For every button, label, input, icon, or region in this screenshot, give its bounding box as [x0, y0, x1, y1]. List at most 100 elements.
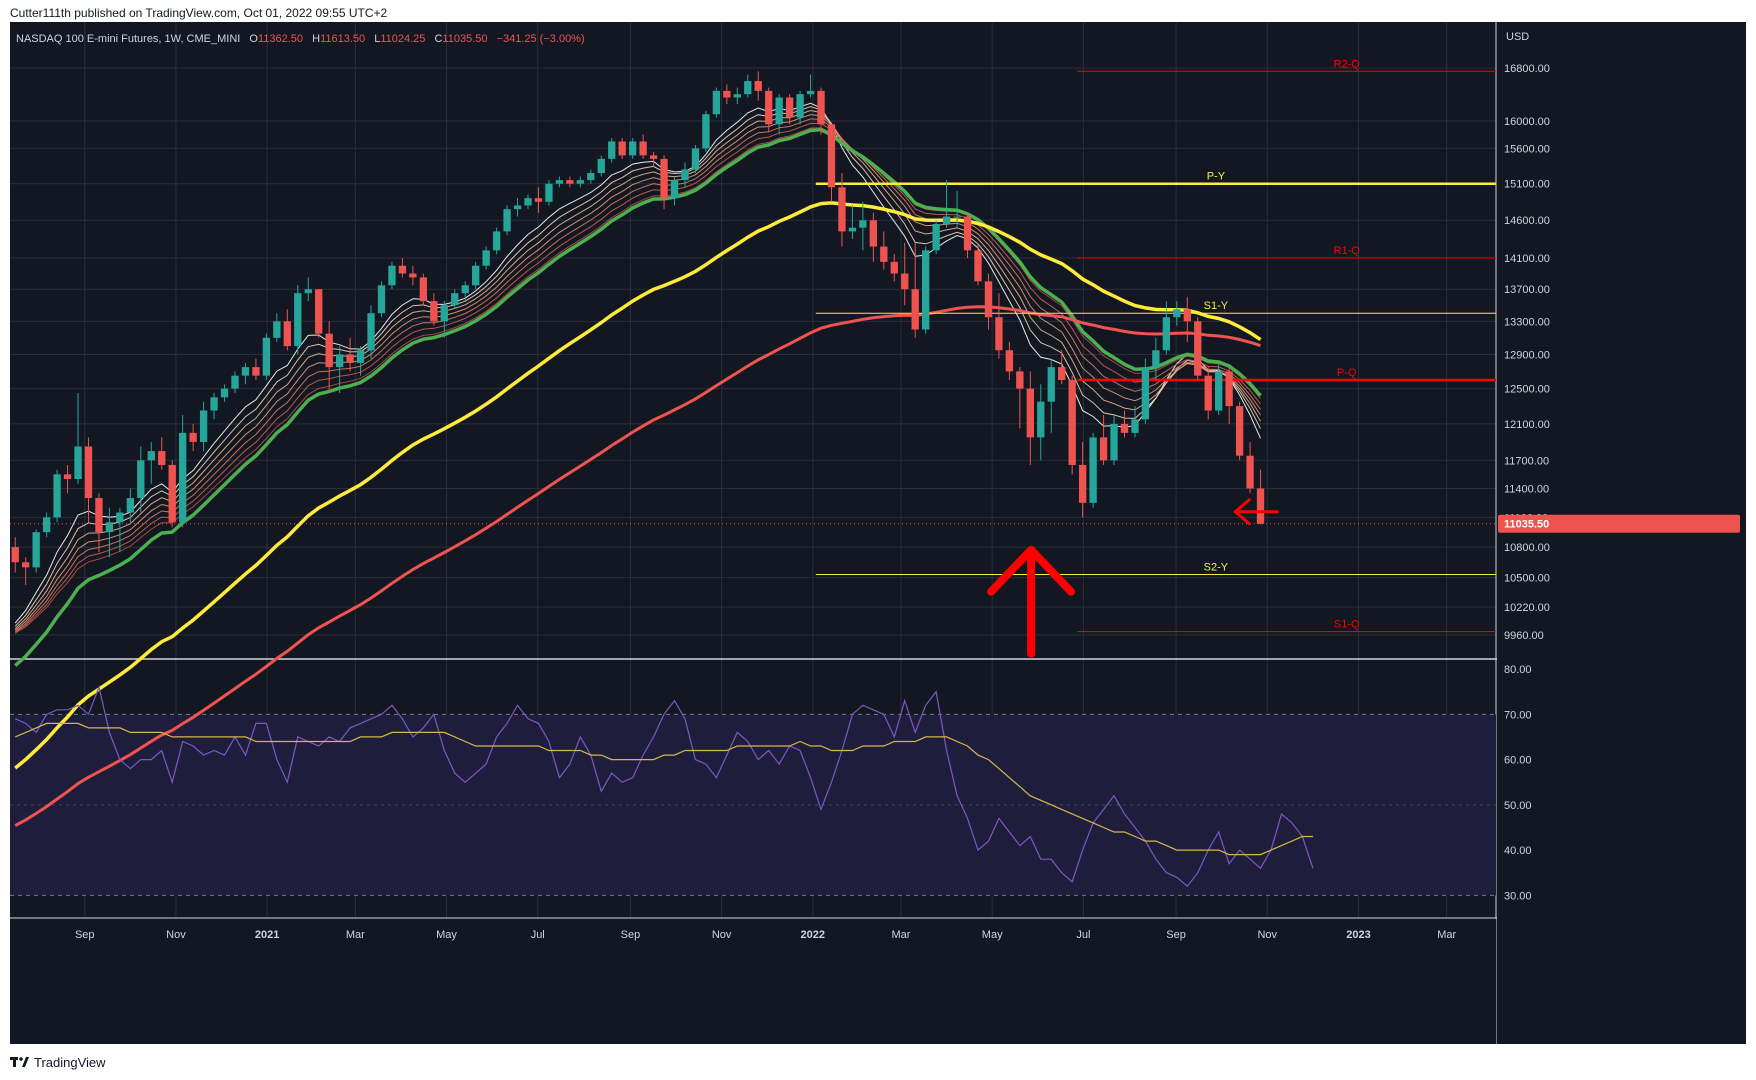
- candle-body: [817, 90, 825, 125]
- candle-body: [199, 410, 208, 442]
- time-tick-label: Sep: [621, 929, 641, 941]
- ribbon-ema-line: [14, 127, 1261, 634]
- candle-body: [922, 250, 930, 330]
- candle-body: [42, 517, 51, 533]
- candle-body: [440, 305, 448, 322]
- legend-h-label: H: [312, 33, 320, 45]
- candle-body: [126, 498, 135, 513]
- candle-body: [1099, 437, 1108, 461]
- annotations: [987, 498, 1279, 658]
- price-tick-label: 13700.00: [1504, 284, 1550, 296]
- candle-body: [398, 265, 407, 274]
- candle-body: [1173, 309, 1181, 318]
- candle-body: [754, 81, 762, 91]
- candle-body: [472, 265, 480, 286]
- candle-body: [628, 141, 637, 156]
- legend-high: 11613.50: [320, 33, 365, 45]
- candle-body: [608, 141, 616, 159]
- price-tick-label: 15100.00: [1504, 179, 1550, 191]
- chart-area[interactable]: R2-Q P-Y R1-Q S1-Y P-Q S2-Y S1-Q USD 16800.00 16…: [10, 22, 1746, 1044]
- candle-body: [158, 451, 166, 465]
- candle-body: [901, 273, 909, 290]
- candle-body: [911, 289, 919, 330]
- price-tick-label: 11400.00: [1504, 483, 1549, 495]
- rsi-lines: [14, 685, 1314, 888]
- candle-body: [294, 293, 302, 347]
- price-axis-bg: [1497, 22, 1746, 1044]
- ma-red-line: [14, 305, 1261, 827]
- time-tick-label: Mar: [1437, 929, 1456, 941]
- price-tick-label: 14600.00: [1504, 215, 1550, 227]
- candle-body: [53, 474, 61, 518]
- candle-body: [1120, 423, 1129, 433]
- candle-body: [262, 337, 271, 376]
- candle-body: [681, 169, 689, 181]
- pivot-label: P-Y: [1207, 171, 1226, 183]
- candle-body: [1037, 401, 1045, 438]
- candle-body: [670, 180, 679, 199]
- price-tick-label: 16000.00: [1504, 116, 1550, 128]
- pivot-label: S2-Y: [1204, 562, 1229, 574]
- price-tick-label: 12500.00: [1504, 384, 1550, 396]
- candle-body: [335, 354, 344, 368]
- rsi-tick-label: 50.00: [1504, 800, 1532, 812]
- published-bar: Cutter111th published on TradingView.com…: [0, 0, 1756, 22]
- footer: TradingView: [10, 1052, 106, 1072]
- price-chart[interactable]: R2-Q P-Y R1-Q S1-Y P-Q S2-Y S1-Q USD 16800.00 16…: [10, 22, 1746, 1044]
- candle-body: [775, 97, 783, 125]
- rsi-tick-label: 30.00: [1504, 890, 1532, 902]
- legend-change: −341.25 (−3.00%): [497, 33, 585, 45]
- ma-green-line: [14, 128, 1262, 667]
- candle-body: [524, 198, 532, 206]
- candle-body: [367, 313, 375, 351]
- price-tick-label: 10500.00: [1504, 573, 1550, 585]
- price-tick-label: 12900.00: [1504, 349, 1550, 361]
- candle-body: [1162, 317, 1171, 351]
- time-axis-bg: [10, 919, 1496, 1044]
- legend-c-label: C: [434, 33, 442, 45]
- candle-body: [325, 333, 333, 368]
- pivot-label: R1-Q: [1334, 245, 1361, 257]
- rsi-tick-label: 70.00: [1504, 709, 1532, 721]
- candle-body: [409, 273, 417, 278]
- candle-body: [534, 198, 543, 202]
- candle-body: [1225, 371, 1233, 407]
- candle-body: [1058, 367, 1066, 380]
- candle-body: [785, 97, 794, 118]
- candle-body: [513, 205, 522, 210]
- time-tick-label: May: [982, 929, 1003, 941]
- candle-body: [84, 446, 93, 499]
- candle-body: [1194, 321, 1202, 376]
- candle-body: [482, 250, 490, 266]
- candle-body: [356, 350, 365, 363]
- published-caption: Cutter111th published on TradingView.com…: [10, 6, 388, 20]
- candle-body: [137, 460, 145, 499]
- candle-body: [691, 148, 700, 170]
- candle-body: [388, 265, 396, 286]
- ribbon-ema-line: [14, 102, 1261, 624]
- time-tick-label: 2022: [801, 929, 825, 941]
- candle-body: [942, 216, 951, 224]
- time-tick-label: May: [436, 929, 457, 941]
- candle-body: [1068, 379, 1076, 465]
- candle-body: [1005, 350, 1014, 372]
- time-tick-label: Nov: [1257, 929, 1277, 941]
- candle-body: [1016, 371, 1024, 389]
- candle-body: [304, 289, 312, 294]
- price-tick-label: 10220.00: [1504, 602, 1550, 614]
- candle-body: [660, 158, 668, 199]
- price-tick-label: 10800.00: [1504, 542, 1550, 554]
- legend-low: 11024.25: [380, 33, 425, 45]
- rsi-tick-label: 60.00: [1504, 755, 1532, 767]
- candle-body: [712, 90, 721, 115]
- time-tick-label: Jul: [531, 929, 545, 941]
- tradingview-logo-icon: [10, 1057, 29, 1067]
- time-tick-label: Mar: [892, 929, 911, 941]
- candle-body: [733, 94, 741, 98]
- candle-body: [932, 223, 940, 251]
- footer-brand: TradingView: [34, 1054, 106, 1070]
- candle-body: [1204, 375, 1212, 411]
- legend-close: 11035.50: [442, 33, 487, 45]
- candle-body: [273, 321, 281, 338]
- last-price-label: 11035.50: [1504, 519, 1549, 531]
